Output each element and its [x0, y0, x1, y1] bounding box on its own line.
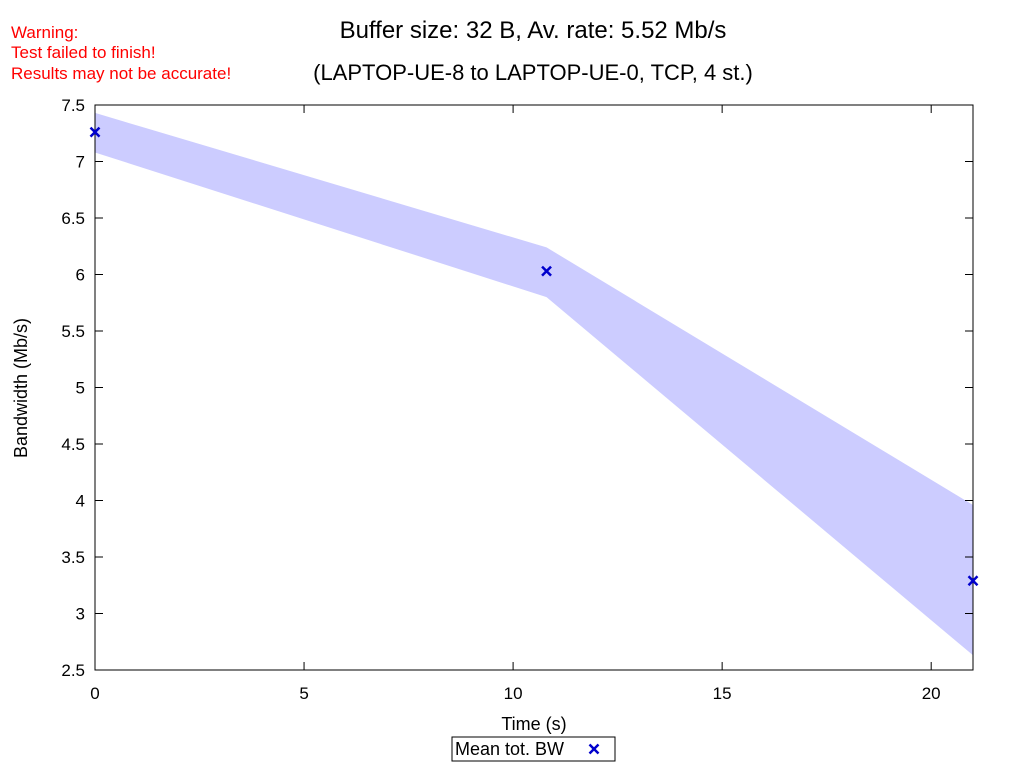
x-tick-label: 15	[713, 684, 732, 703]
warning-note: Results may not be accurate!	[11, 64, 231, 83]
x-tick-label: 20	[922, 684, 941, 703]
legend-box	[451, 736, 616, 762]
x-axis-label: Time (s)	[501, 714, 566, 734]
y-tick-label: 6	[76, 266, 85, 285]
warning-label: Warning:	[11, 23, 78, 42]
chart-title: Buffer size: 32 B, Av. rate: 5.52 Mb/s	[340, 17, 727, 44]
y-tick-label: 4	[76, 492, 85, 511]
legend: Mean tot. BW	[451, 736, 616, 762]
marker-stroke	[588, 743, 600, 755]
data-point	[967, 575, 979, 587]
legend-marker-x-icon	[588, 743, 600, 755]
legend-label: Mean tot. BW	[455, 739, 564, 759]
data-point	[89, 126, 101, 138]
y-tick-label: 3	[76, 605, 85, 624]
confidence-band-layer	[95, 112, 973, 656]
warning-message: Test failed to finish!	[11, 43, 156, 62]
y-tick-label: 4.5	[61, 435, 85, 454]
marker-stroke	[89, 126, 101, 138]
axis-ticks: 2.5 3 3.5 4 4.5 5 5.5 6 6.5 7 7.5 0 5 10 15 20	[61, 96, 973, 703]
marker-stroke	[967, 575, 979, 587]
y-tick-label: 5.5	[61, 322, 85, 341]
y-tick-label: 3.5	[61, 548, 85, 567]
data-points	[89, 126, 979, 587]
x-tick-label: 0	[90, 684, 99, 703]
y-tick-label: 7.5	[61, 96, 85, 115]
legend-marker-symbol	[588, 743, 600, 755]
x-tick-label: 10	[504, 684, 523, 703]
y-tick-label: 5	[76, 379, 85, 398]
confidence-band	[95, 112, 973, 656]
marker-stroke	[541, 265, 552, 277]
data-point	[541, 265, 552, 277]
chart-subtitle: (LAPTOP-UE-8 to LAPTOP-UE-0, TCP, 4 st.)	[313, 60, 753, 85]
y-tick-label: 7	[76, 153, 85, 172]
x-tick-label: 5	[299, 684, 308, 703]
y-axis-label: Bandwidth (Mb/s)	[11, 318, 31, 458]
y-tick-label: 6.5	[61, 209, 85, 228]
y-tick-label: 2.5	[61, 661, 85, 680]
